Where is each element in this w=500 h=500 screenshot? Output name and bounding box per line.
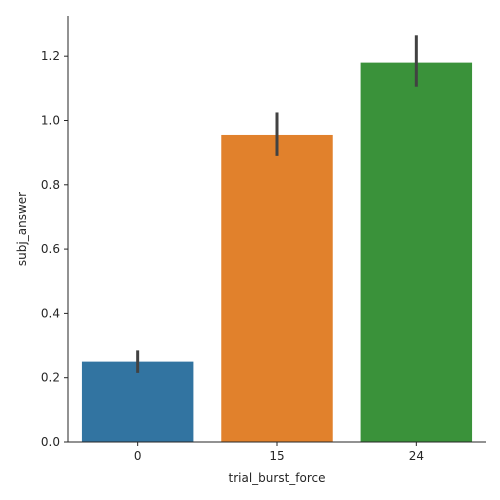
x-tick-label: 0	[134, 449, 142, 463]
y-tick-label: 0.0	[41, 435, 60, 449]
x-axis-ticks: 0 15 24	[134, 442, 424, 463]
y-tick-label: 0.4	[41, 306, 60, 320]
y-tick-label: 0.6	[41, 242, 60, 256]
y-tick-label: 1.0	[41, 113, 60, 127]
error-bars-group	[136, 35, 418, 373]
x-axis-label: trial_burst_force	[229, 471, 326, 485]
y-tick-label: 0.2	[41, 371, 60, 385]
bar-15	[221, 134, 333, 442]
bars-group	[81, 62, 473, 443]
y-axis-label: subj_answer	[15, 192, 29, 266]
y-axis-ticks: 0.0 0.2 0.4 0.6 0.8 1.0 1.2	[41, 49, 68, 449]
x-tick-label: 24	[409, 449, 424, 463]
x-tick-label: 15	[269, 449, 284, 463]
bar-24	[360, 62, 473, 443]
y-tick-label: 1.2	[41, 49, 60, 63]
bar-0	[81, 361, 194, 442]
y-tick-label: 0.8	[41, 178, 60, 192]
